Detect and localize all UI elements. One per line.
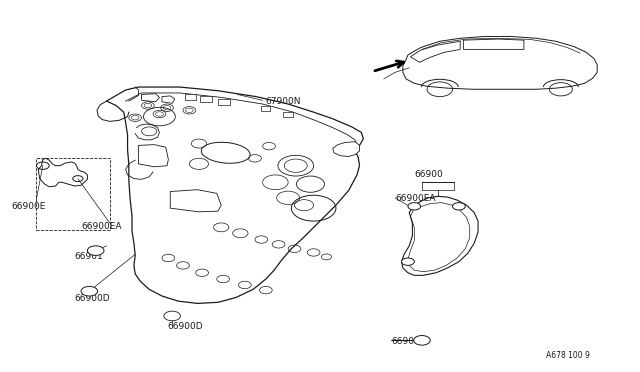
Polygon shape xyxy=(170,190,221,212)
Polygon shape xyxy=(403,36,597,89)
Polygon shape xyxy=(401,196,478,275)
Text: 66900D: 66900D xyxy=(167,322,203,331)
Circle shape xyxy=(452,203,465,210)
Polygon shape xyxy=(333,142,360,157)
Text: 66900EA: 66900EA xyxy=(81,222,122,231)
Polygon shape xyxy=(463,39,524,49)
Bar xyxy=(36,158,109,230)
Circle shape xyxy=(413,336,430,345)
Bar xyxy=(283,112,292,116)
Bar xyxy=(200,96,212,102)
Polygon shape xyxy=(410,41,460,62)
Text: 66900D: 66900D xyxy=(75,294,110,303)
Text: 66900: 66900 xyxy=(414,170,443,179)
Circle shape xyxy=(401,258,414,265)
Text: 66900E: 66900E xyxy=(11,202,45,211)
Polygon shape xyxy=(162,96,175,103)
Text: 66901: 66901 xyxy=(75,251,104,261)
Bar xyxy=(260,106,270,111)
Text: 66900E: 66900E xyxy=(392,337,426,346)
Circle shape xyxy=(164,311,180,321)
Text: 67900N: 67900N xyxy=(266,97,301,106)
Polygon shape xyxy=(106,87,364,304)
Polygon shape xyxy=(141,94,159,102)
Circle shape xyxy=(81,286,98,296)
Polygon shape xyxy=(138,145,168,167)
Circle shape xyxy=(88,246,104,256)
Text: 66900EA: 66900EA xyxy=(395,195,436,203)
Bar xyxy=(185,94,196,100)
Circle shape xyxy=(408,203,420,210)
Ellipse shape xyxy=(201,142,250,163)
Bar xyxy=(218,99,230,105)
Text: A678 100 9: A678 100 9 xyxy=(546,350,590,360)
